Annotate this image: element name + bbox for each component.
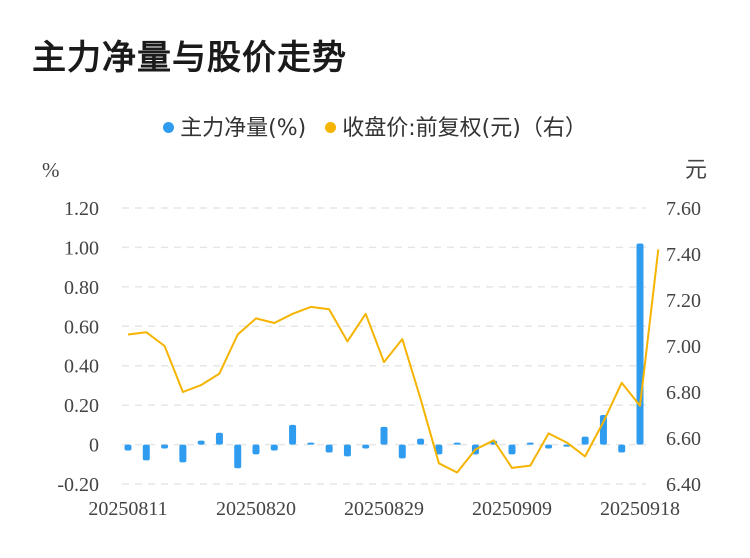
y-left-tick-label: 0 — [89, 435, 99, 457]
x-tick-label: 20250829 — [344, 498, 424, 520]
y-left-tick-label: 0.80 — [64, 277, 99, 299]
legend-label-close-price: 收盘价:前复权(元)（右） — [342, 116, 587, 141]
net-flow-bar — [581, 436, 589, 445]
line-series — [127, 249, 660, 474]
y-right-tick-label: 6.80 — [666, 382, 701, 404]
net-flow-bar — [343, 444, 351, 457]
legend-item-net-flow[interactable]: 主力净量(%) — [163, 110, 306, 142]
x-tick-label: 20250820 — [216, 498, 296, 520]
chart-title: 主力净量与股价走势 — [32, 38, 347, 78]
net-flow-bar — [508, 444, 516, 455]
y-right-tick-label: 7.60 — [666, 198, 701, 220]
net-flow-bar — [270, 444, 278, 451]
chart-legend: 主力净量(%) 收盘价:前复权(元)（右） — [0, 110, 750, 142]
net-flow-bar — [179, 444, 187, 463]
net-flow-bar — [142, 444, 150, 461]
y-right-tick-label: 6.60 — [666, 428, 701, 450]
y-right-unit: 元 — [685, 157, 707, 182]
net-flow-bar — [380, 426, 388, 445]
close-price-line — [127, 249, 660, 474]
net-flow-bar — [161, 444, 169, 449]
net-flow-bar — [307, 442, 315, 445]
net-flow-bar — [435, 444, 443, 455]
y-left-unit: % — [42, 158, 60, 182]
net-flow-bar — [325, 444, 333, 453]
net-flow-bar — [197, 440, 205, 445]
axis-labels: 1.20 1.00 0.80 0.60 0.40 0.20 0 -0.20 7.60 7.40 7.… — [42, 157, 707, 520]
net-flow-bar — [417, 438, 425, 445]
net-flow-bar — [215, 432, 223, 445]
y-right-tick-label: 7.40 — [666, 244, 701, 266]
y-left-tick-label: 0.40 — [64, 356, 99, 378]
net-flow-bar — [234, 444, 242, 469]
legend-dot-blue-icon — [163, 121, 175, 133]
y-left-tick-label: 0.20 — [64, 395, 99, 417]
net-flow-bar — [362, 444, 370, 449]
net-flow-bar — [124, 444, 132, 451]
net-flow-bar — [618, 444, 626, 453]
x-tick-label: 20250918 — [600, 498, 680, 520]
x-tick-label: 20250811 — [88, 498, 167, 520]
net-flow-bar — [636, 243, 644, 445]
net-flow-bar — [526, 442, 534, 445]
y-right-tick-label: 6.40 — [666, 474, 701, 496]
legend-item-close-price[interactable]: 收盘价:前复权(元)（右） — [325, 110, 587, 142]
net-flow-bar — [398, 444, 406, 459]
legend-dot-yellow-icon — [325, 121, 337, 133]
legend-label-net-flow: 主力净量(%) — [180, 116, 307, 141]
net-flow-bar — [289, 424, 297, 445]
y-right-tick-label: 7.00 — [666, 336, 701, 358]
y-left-tick-label: -0.20 — [57, 474, 99, 496]
net-flow-bar — [252, 444, 260, 455]
net-flow-bar — [453, 442, 461, 445]
y-left-tick-label: 1.20 — [64, 198, 99, 220]
net-flow-bar — [545, 444, 553, 449]
bar-series — [124, 243, 644, 469]
net-flow-bar — [599, 415, 607, 445]
y-right-tick-label: 7.20 — [666, 290, 701, 312]
y-left-tick-label: 1.00 — [64, 237, 99, 259]
y-left-tick-label: 0.60 — [64, 316, 99, 338]
x-tick-label: 20250909 — [472, 498, 552, 520]
